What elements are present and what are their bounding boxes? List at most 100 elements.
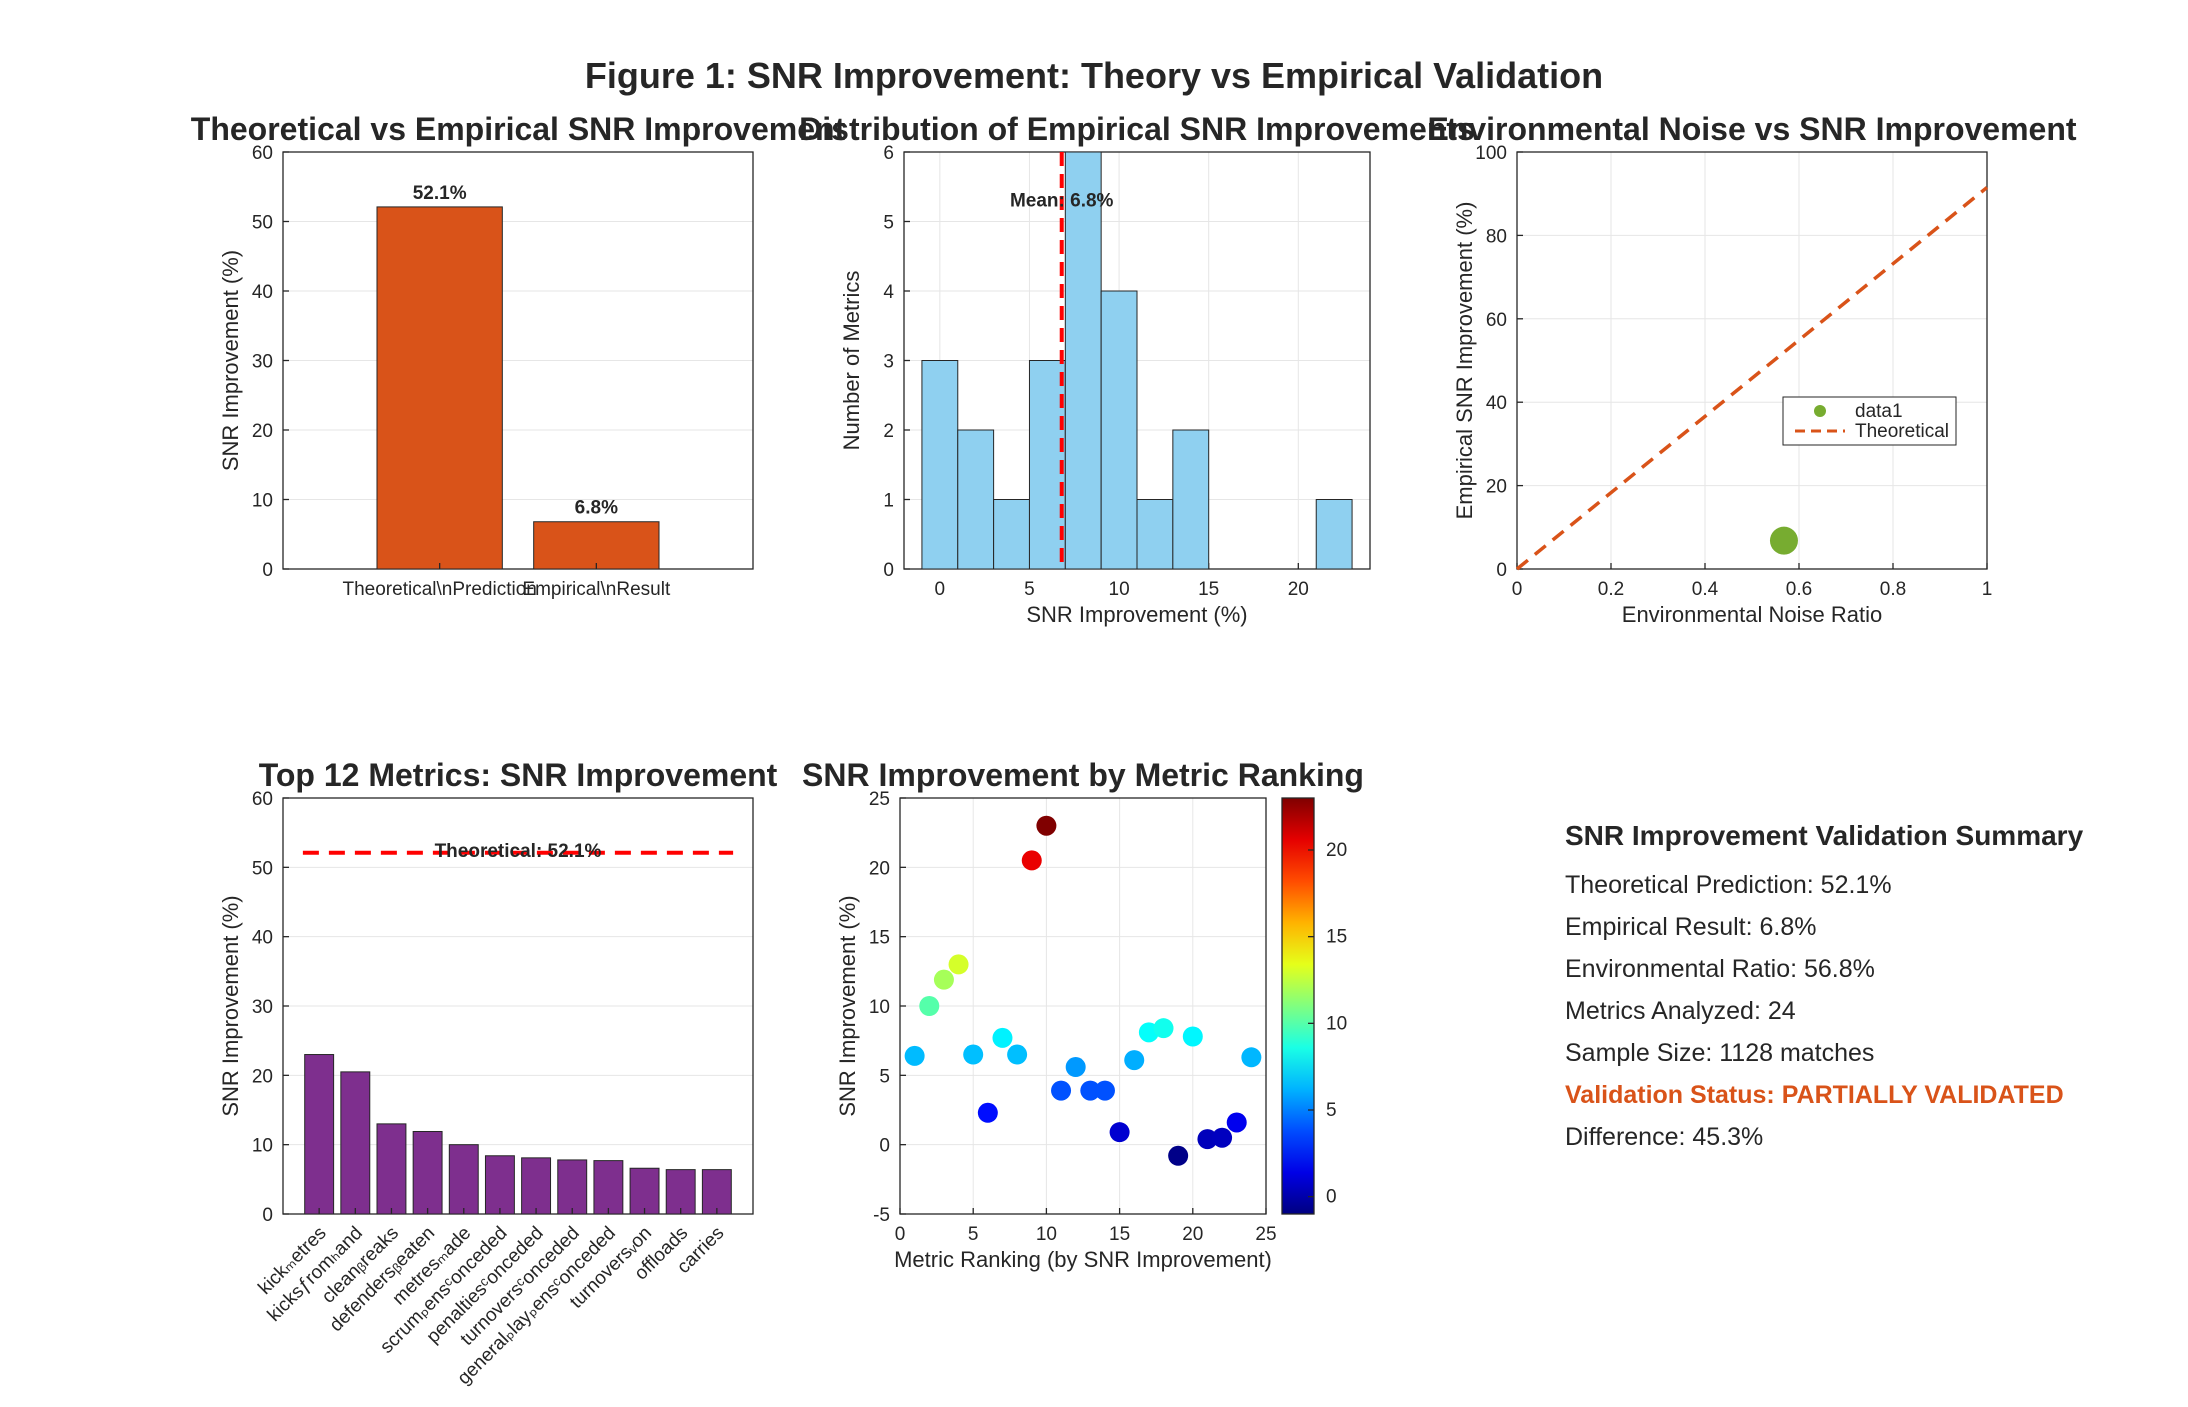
summary-env-ratio: Environmental Ratio: 56.8% — [1565, 955, 1875, 983]
data-point — [1226, 1112, 1247, 1133]
summary-difference: Difference: 45.3% — [1565, 1123, 1764, 1151]
y-axis-label: SNR Improvement (%) — [835, 895, 860, 1116]
y-tick-label: 20 — [252, 421, 273, 442]
y-tick-label: 5 — [883, 213, 894, 234]
data-point — [1212, 1127, 1233, 1148]
y-tick-label: 0 — [883, 560, 894, 581]
y-tick-label: 10 — [869, 997, 890, 1018]
summary-status: Validation Status: PARTIALLY VALIDATED — [1565, 1081, 2064, 1109]
y-tick-label: 60 — [1486, 310, 1507, 331]
bar — [484, 1155, 515, 1215]
data-point — [1168, 1145, 1189, 1166]
data-point — [1241, 1047, 1262, 1068]
y-tick-label: 3 — [883, 352, 894, 373]
data-point — [948, 954, 969, 975]
bar — [629, 1167, 660, 1215]
y-axis-label: Empirical SNR Improvement (%) — [1452, 202, 1477, 520]
data-point — [1065, 1057, 1086, 1078]
data-point — [1051, 1080, 1072, 1101]
x-tick-label: 1 — [1982, 579, 1993, 600]
x-tick-label: Empirical\nResult — [522, 579, 671, 600]
x-tick-label: 20 — [1182, 1224, 1203, 1245]
y-tick-label: 5 — [879, 1066, 890, 1087]
chart-title: Distribution of Empirical SNR Improvemen… — [799, 111, 1475, 147]
validation-summary: SNR Improvement Validation Summary Theor… — [1565, 820, 2083, 1158]
y-tick-label: 25 — [869, 789, 890, 810]
x-tick-label: 0.8 — [1880, 579, 1906, 600]
figure-title: Figure 1: SNR Improvement: Theory vs Emp… — [585, 55, 1603, 96]
x-axis-label: Metric Ranking (by SNR Improvement) — [894, 1247, 1272, 1272]
y-axis-label: Number of Metrics — [839, 271, 864, 451]
bar — [521, 1157, 552, 1215]
data-point — [1182, 1026, 1203, 1047]
data-point — [1124, 1050, 1145, 1071]
chart-noise-vs-snr: 0 20 40 60 80 100 0 0.2 0.4 0.6 0.8 1 Environmental … — [1427, 111, 2076, 627]
legend-label: Theoretical — [1855, 421, 1949, 442]
y-tick-label: 2 — [883, 421, 894, 442]
y-tick-label: 1 — [883, 491, 894, 512]
x-tick-label: 10 — [1109, 579, 1130, 600]
colorbar-tick-label: 0 — [1326, 1187, 1337, 1208]
y-tick-label: 40 — [252, 928, 273, 949]
bar — [412, 1130, 443, 1215]
data-point — [1080, 1080, 1101, 1101]
y-tick-label: 40 — [252, 282, 273, 303]
x-tick-label: 5 — [968, 1224, 979, 1245]
colorbar-tick-label: 10 — [1326, 1013, 1347, 1034]
histogram-bar — [1315, 499, 1353, 570]
bar-value-label: 52.1% — [413, 183, 467, 204]
histogram-bar — [1064, 151, 1102, 570]
data-point — [992, 1027, 1013, 1048]
bar — [304, 1054, 335, 1215]
theoretical-line — [1515, 186, 1989, 571]
summary-metrics: Metrics Analyzed: 24 — [1565, 997, 1796, 1025]
data-point — [1153, 1018, 1174, 1039]
y-tick-label: 50 — [252, 213, 273, 234]
bar — [340, 1071, 371, 1215]
data-point — [1197, 1129, 1218, 1150]
bar — [376, 206, 503, 570]
bar-value-label: 6.8% — [575, 498, 618, 519]
x-tick-label: 15 — [1198, 579, 1219, 600]
x-tick-label: 0 — [1512, 579, 1523, 600]
y-tick-label: 80 — [1486, 226, 1507, 247]
y-tick-label: 60 — [252, 789, 273, 810]
x-tick-label: 5 — [1024, 579, 1035, 600]
y-tick-label: 6 — [883, 143, 894, 164]
x-tick-label: 0.2 — [1598, 579, 1624, 600]
legend-label: data1 — [1855, 401, 1903, 422]
histogram-bar — [993, 499, 1030, 570]
legend-marker — [1814, 405, 1826, 417]
chart-title: Theoretical vs Empirical SNR Improvement — [191, 111, 846, 147]
y-tick-label: 30 — [252, 997, 273, 1018]
axes-box — [1516, 151, 1988, 570]
y-tick-label: 30 — [252, 352, 273, 373]
summary-empirical: Empirical Result: 6.8% — [1565, 913, 1817, 941]
y-tick-label: 0 — [262, 560, 273, 581]
data-point — [1036, 815, 1057, 836]
colorbar-tick-label: 15 — [1326, 927, 1347, 948]
x-tick-label: Theoretical\nPrediction — [343, 579, 537, 600]
y-axis-label: SNR Improvement (%) — [218, 895, 243, 1116]
x-tick-label: 0.4 — [1692, 579, 1719, 600]
x-tick-label: 15 — [1109, 1224, 1130, 1245]
y-tick-label: 0 — [1496, 560, 1507, 581]
histogram-bar — [1028, 360, 1066, 570]
y-tick-label: 50 — [252, 858, 273, 879]
x-tick-label: 0.6 — [1786, 579, 1812, 600]
x-tick-label: 20 — [1288, 579, 1309, 600]
x-tick-label: 0 — [895, 1224, 906, 1245]
histogram-bar — [1136, 499, 1174, 570]
data-point — [904, 1045, 925, 1066]
histogram-bar — [1100, 290, 1138, 570]
x-tick-label: 0 — [935, 579, 946, 600]
bar — [376, 1123, 407, 1215]
chart-title: SNR Improvement by Metric Ranking — [802, 757, 1364, 793]
x-axis-label: Environmental Noise Ratio — [1622, 602, 1882, 627]
y-tick-label: 20 — [1486, 477, 1507, 498]
data-point — [1109, 1122, 1130, 1143]
data-point — [1007, 1044, 1028, 1065]
data-point — [1094, 1080, 1115, 1101]
